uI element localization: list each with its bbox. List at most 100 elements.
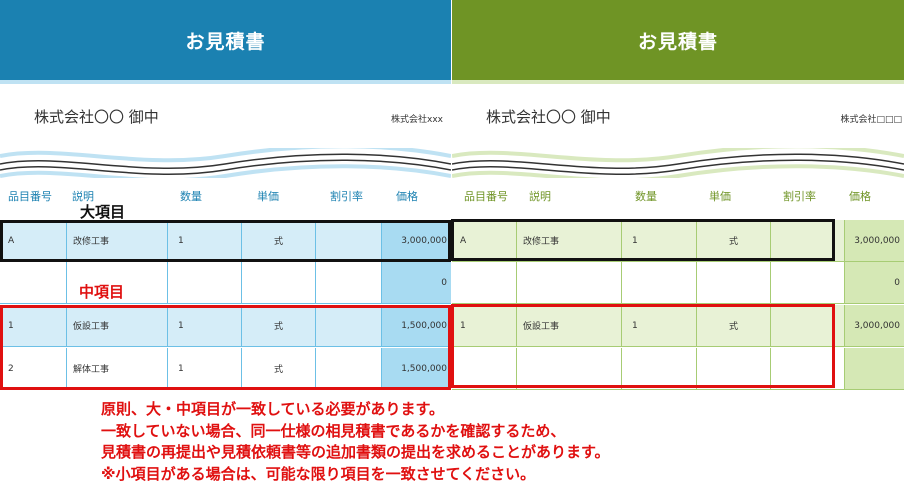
cell-value: 3,000,000	[854, 320, 900, 331]
cell-price	[845, 348, 904, 390]
cell-description	[517, 348, 622, 390]
cell-discount	[316, 220, 382, 262]
cell-value: 1,500,000	[401, 320, 447, 331]
cell-unit-price	[242, 262, 316, 304]
cell-value: 仮設工事	[523, 322, 560, 332]
cell-price: 0	[382, 262, 451, 304]
column-header-price: 価格	[849, 190, 871, 203]
cell-item-number: A	[452, 220, 517, 262]
major-item-label: 大項目	[80, 203, 126, 221]
cell-price: 0	[845, 262, 904, 304]
cell-value: 1	[632, 235, 638, 246]
column-header-quantity: 数量	[635, 190, 657, 203]
column-header-description: 説明	[72, 190, 94, 203]
column-header-unit-price: 単価	[257, 190, 279, 203]
cell-item-number: 1	[452, 305, 517, 347]
addressee: 株式会社〇〇 御中	[34, 108, 159, 126]
column-header-discount: 割引率	[783, 190, 816, 203]
cell-quantity	[168, 262, 242, 304]
address-row: 株式会社〇〇 御中 株式会社□□□	[452, 84, 904, 148]
cut-wave	[452, 148, 904, 178]
cell-value: 1	[178, 320, 184, 331]
cell-price: 3,000,000	[845, 220, 904, 262]
cell-value: 仮設工事	[73, 322, 110, 332]
cell-value: 1	[178, 363, 184, 374]
cell-unit-price	[697, 348, 771, 390]
cell-price: 3,000,000	[845, 305, 904, 347]
quote-title: お見積書	[452, 0, 904, 80]
quote-right-panel: お見積書 株式会社〇〇 御中 株式会社□□□ 品目番号 説明 数量 単価 割引率 価格 A 改…	[452, 0, 904, 392]
cell-description	[517, 262, 622, 304]
column-header-description: 説明	[529, 190, 551, 203]
cell-item-number: 1	[0, 305, 67, 347]
cell-value: 0	[894, 277, 900, 288]
issuer: 株式会社□□□	[840, 115, 902, 125]
cell-value: 3,000,000	[401, 235, 447, 246]
cell-unit-price: 式	[697, 305, 771, 347]
cell-description: 改修工事	[67, 220, 168, 262]
addressee: 株式会社〇〇 御中	[486, 108, 611, 126]
header-strip	[0, 80, 451, 84]
cell-unit-price: 式	[242, 348, 316, 390]
cell-value: 2	[8, 363, 14, 374]
cell-discount	[316, 305, 382, 347]
address-row: 株式会社〇〇 御中 株式会社xxx	[0, 84, 451, 148]
cell-quantity	[622, 262, 697, 304]
notes: 原則、大・中項目が一致している必要があります。 一致していない場合、同一仕様の相…	[101, 399, 801, 485]
cell-price: 1,500,000	[382, 348, 451, 390]
cell-quantity: 1	[622, 305, 697, 347]
cell-value: 式	[728, 237, 738, 247]
cell-value: 1,500,000	[401, 363, 447, 374]
cell-item-number: A	[0, 220, 67, 262]
cell-unit-price	[697, 262, 771, 304]
cell-unit-price: 式	[697, 220, 771, 262]
quote-title: お見積書	[0, 0, 451, 80]
column-header-unit-price: 単価	[709, 190, 731, 203]
column-header-item-number: 品目番号	[8, 190, 52, 203]
cell-value: 0	[441, 277, 447, 288]
cell-discount	[316, 262, 382, 304]
cell-value: 1	[460, 320, 466, 331]
cell-item-number: 2	[0, 348, 67, 390]
note-line: 一致していない場合、同一仕様の相見積書であるかを確認するため、	[101, 421, 566, 440]
cell-quantity: 1	[168, 305, 242, 347]
cell-description: 改修工事	[517, 220, 622, 262]
note-line: 見積書の再提出や見積依頼書等の追加書類の提出を求めることがあります。	[101, 443, 610, 461]
cell-value: 式	[273, 237, 283, 247]
cell-value: 式	[273, 365, 283, 375]
cell-value: 式	[273, 322, 283, 332]
cell-discount	[771, 348, 845, 390]
cell-discount	[771, 262, 845, 304]
header-strip	[452, 80, 904, 84]
cell-quantity: 1	[168, 220, 242, 262]
cut-wave	[0, 148, 451, 178]
cell-value: 改修工事	[523, 237, 560, 247]
cell-unit-price: 式	[242, 305, 316, 347]
cell-value: A	[460, 235, 467, 246]
cell-item-number	[452, 348, 517, 390]
cell-quantity: 1	[168, 348, 242, 390]
cell-value: 3,000,000	[854, 235, 900, 246]
column-header-price: 価格	[396, 190, 418, 203]
cell-value: A	[8, 235, 15, 246]
cell-price: 1,500,000	[382, 305, 451, 347]
note-line: ※小項目がある場合は、可能な限り項目を一致させてください。	[101, 464, 536, 483]
cell-description: 仮設工事	[67, 305, 168, 347]
cell-value: 1	[178, 235, 184, 246]
issuer: 株式会社xxx	[391, 115, 443, 125]
cell-description	[67, 262, 168, 304]
cell-price: 3,000,000	[382, 220, 451, 262]
cell-description: 解体工事	[67, 348, 168, 390]
cell-value: 1	[632, 320, 638, 331]
column-header-item-number: 品目番号	[464, 190, 508, 203]
cell-value: 解体工事	[73, 365, 110, 375]
quote-left-panel: お見積書 株式会社〇〇 御中 株式会社xxx 品目番号 説明 数量 単価 割引率 価格 A 改…	[0, 0, 451, 392]
cell-value: 1	[8, 320, 14, 331]
cell-description: 仮設工事	[517, 305, 622, 347]
cell-discount	[316, 348, 382, 390]
cell-unit-price: 式	[242, 220, 316, 262]
cell-quantity: 1	[622, 220, 697, 262]
cell-value: 式	[728, 322, 738, 332]
cell-discount	[771, 305, 845, 347]
cell-item-number	[0, 262, 67, 304]
